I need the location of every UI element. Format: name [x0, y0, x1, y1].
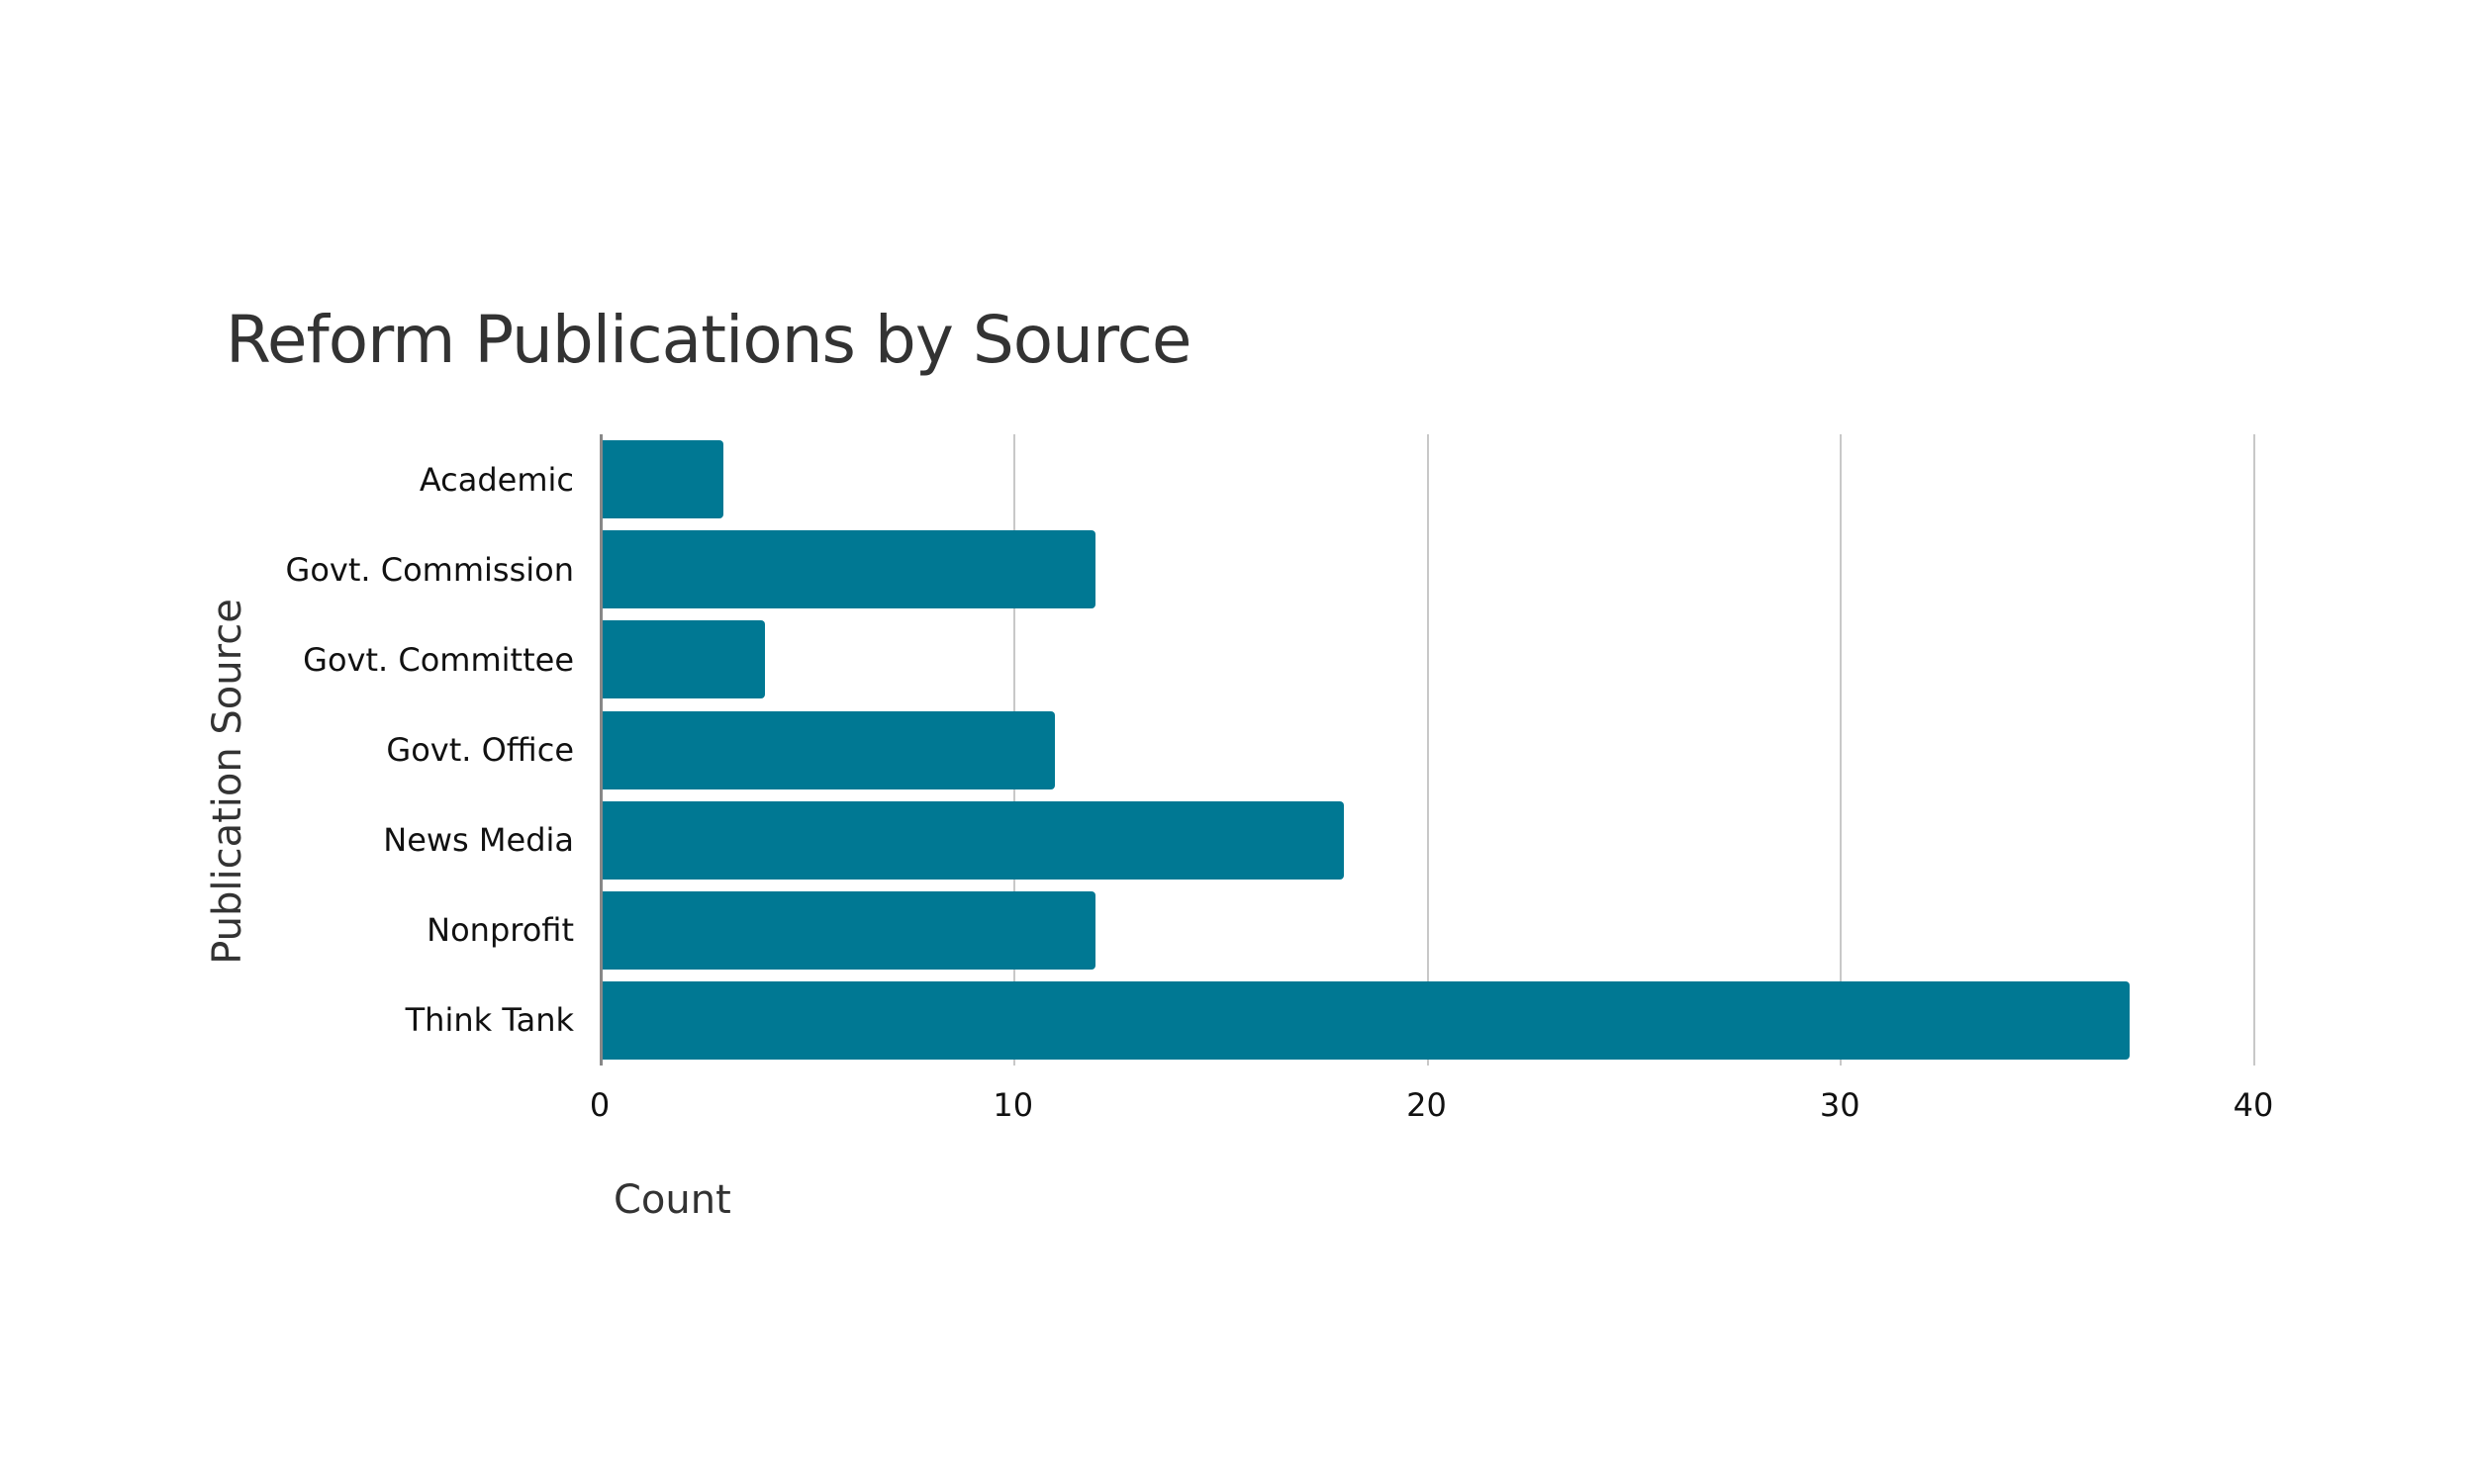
category-label: News Media: [383, 821, 574, 860]
y-axis-label: Publication Source: [205, 599, 250, 965]
x-tick-label: 20: [1406, 1086, 1447, 1124]
y-axis-line: [600, 434, 603, 1066]
x-tick-label: 0: [589, 1086, 611, 1124]
category-label: Govt. Office: [386, 731, 574, 769]
chart-title: Reform Publications by Source: [226, 302, 1192, 378]
category-label: Academic: [419, 460, 574, 499]
bar-nonprofit: [602, 890, 1096, 970]
bar-govt-office: [602, 710, 1055, 789]
bar-govt-committee: [602, 620, 766, 699]
gridline: [1426, 434, 1429, 1066]
bar-govt-commission: [602, 530, 1096, 609]
x-tick-label: 10: [993, 1086, 1034, 1124]
x-axis-label: Count: [614, 1177, 731, 1223]
plot-area: [600, 434, 2255, 1066]
bar-academic: [602, 440, 724, 519]
x-tick-label: 40: [2233, 1086, 2274, 1124]
category-label: Govt. Commission: [285, 550, 574, 589]
bar-news-media: [602, 800, 1344, 880]
category-label: Think Tank: [405, 1001, 574, 1040]
gridline: [1840, 434, 1843, 1066]
category-label: Govt. Committee: [303, 640, 574, 679]
x-tick-label: 30: [1819, 1086, 1860, 1124]
bar-think-tank: [602, 980, 2130, 1060]
gridline: [2253, 434, 2255, 1066]
category-label: Nonprofit: [427, 911, 574, 950]
